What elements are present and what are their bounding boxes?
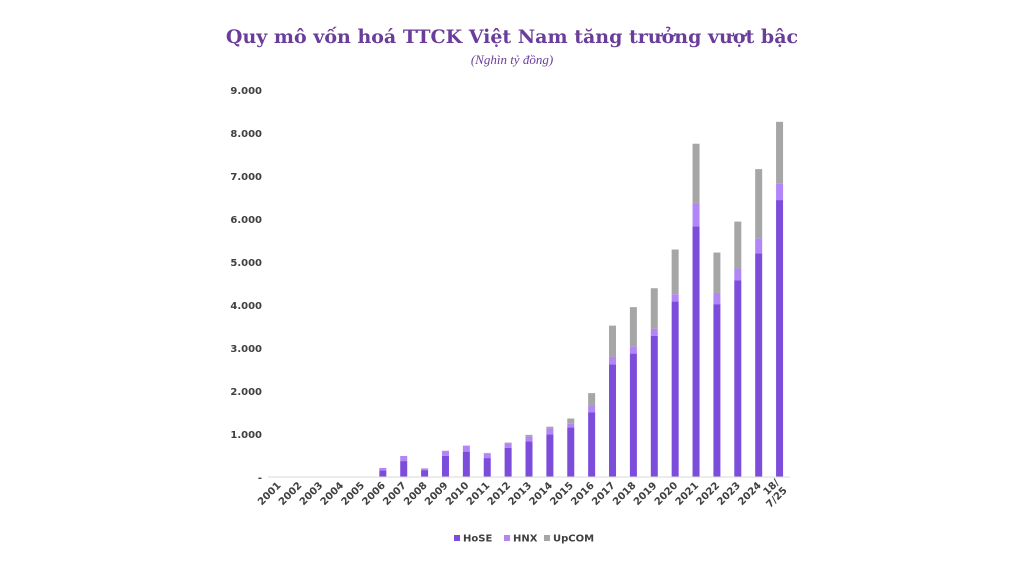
- bar-segment-upcom: [567, 418, 575, 424]
- bar-segment-hnx: [776, 183, 784, 201]
- legend-swatch: [544, 535, 550, 541]
- bar-segment-upcom: [504, 442, 512, 444]
- bar-segment-hose: [713, 304, 721, 477]
- bar-segment-hose: [546, 434, 554, 477]
- chart-subtitle: (Nghìn tỷ đồng): [470, 52, 554, 67]
- y-tick-label: 6.000: [230, 215, 262, 226]
- y-tick-label: 3.000: [230, 344, 262, 355]
- bar-segment-hose: [421, 470, 429, 477]
- bar-segment-upcom: [755, 169, 763, 239]
- legend-label: HoSE: [463, 534, 492, 545]
- bar-segment-hnx: [441, 450, 449, 456]
- bar-segment-upcom: [609, 325, 617, 357]
- bar-segment-hnx: [525, 436, 533, 442]
- bar-segment-hose: [692, 226, 700, 477]
- x-axis: 2001200220032004200520062007200820092010…: [256, 477, 790, 510]
- legend-label: HNX: [513, 534, 538, 545]
- y-tick-label: 1.000: [230, 430, 262, 441]
- y-axis: - 1.000 2.000 3.000 4.000 5.000 6.000 7.000 8.00…: [230, 86, 262, 484]
- bar-segment-upcom: [671, 249, 679, 295]
- bar-segment-hnx: [379, 467, 387, 471]
- bar-segment-hnx: [546, 428, 554, 435]
- bar-segment-hnx: [504, 443, 512, 448]
- y-tick-label: -: [258, 473, 262, 484]
- bar-segment-hose: [525, 441, 533, 477]
- bar-segment-hose: [588, 412, 596, 477]
- bar-segment-hnx: [734, 268, 742, 281]
- bar-segment-hnx: [755, 238, 763, 254]
- bar-segment-hose: [734, 280, 742, 477]
- legend-swatch: [504, 535, 510, 541]
- bar-segment-hose: [462, 451, 470, 477]
- bar-segment-hnx: [692, 203, 700, 227]
- bars-group: [274, 121, 784, 478]
- legend-item-hose: HoSE: [454, 534, 492, 545]
- bar-segment-hnx: [713, 292, 721, 305]
- bar-segment-hose: [504, 447, 512, 477]
- bar-segment-hnx: [629, 346, 637, 354]
- bar-segment-upcom: [588, 393, 596, 407]
- legend-item-upcom: UpCOM: [544, 534, 594, 545]
- bar-segment-hnx: [609, 356, 617, 365]
- bar-segment-hose: [776, 200, 784, 477]
- bar-segment-hose: [609, 364, 617, 477]
- bar-segment-hose: [379, 470, 387, 477]
- y-tick-label: 5.000: [230, 258, 262, 269]
- legend-item-hnx: HNX: [504, 534, 538, 545]
- bar-segment-upcom: [692, 143, 700, 204]
- y-tick-label: 9.000: [230, 86, 262, 97]
- bar-segment-upcom: [629, 307, 637, 347]
- legend-swatch: [454, 535, 460, 541]
- y-tick-label: 4.000: [230, 301, 262, 312]
- x-tick-label: 2024: [736, 480, 763, 507]
- bar-segment-hnx: [483, 453, 491, 459]
- bar-segment-hose: [441, 455, 449, 477]
- bar-segment-hose: [400, 461, 408, 477]
- bar-segment-hnx: [671, 294, 679, 302]
- bar-segment-hose: [755, 253, 763, 477]
- bar-segment-upcom: [734, 221, 742, 269]
- bar-segment-upcom: [713, 252, 721, 293]
- bar-segment-hose: [671, 301, 679, 477]
- bar-segment-hnx: [588, 406, 596, 413]
- bar-segment-upcom: [483, 452, 491, 454]
- legend-label: UpCOM: [553, 534, 594, 545]
- bar-segment-hose: [629, 353, 637, 477]
- bar-segment-hnx: [421, 468, 429, 471]
- bar-segment-hnx: [567, 423, 575, 428]
- y-tick-label: 7.000: [230, 172, 262, 183]
- x-tick-label: 18/7/25: [757, 477, 790, 510]
- bar-segment-hose: [483, 458, 491, 477]
- bar-segment-upcom: [650, 288, 658, 329]
- bar-segment-hnx: [650, 328, 658, 336]
- bar-segment-hnx: [400, 455, 408, 462]
- y-tick-label: 8.000: [230, 129, 262, 140]
- bar-segment-upcom: [776, 121, 784, 184]
- bar-segment-hose: [567, 427, 575, 477]
- bar-segment-hnx: [462, 445, 470, 452]
- y-tick-label: 2.000: [230, 387, 262, 398]
- bar-segment-upcom: [546, 426, 554, 429]
- bar-segment-hose: [650, 335, 658, 477]
- legend: HoSE HNX UpCOM: [454, 534, 594, 545]
- bar-segment-upcom: [525, 434, 533, 437]
- chart-title: Quy mô vốn hoá TTCK Việt Nam tăng trưởng…: [225, 26, 799, 48]
